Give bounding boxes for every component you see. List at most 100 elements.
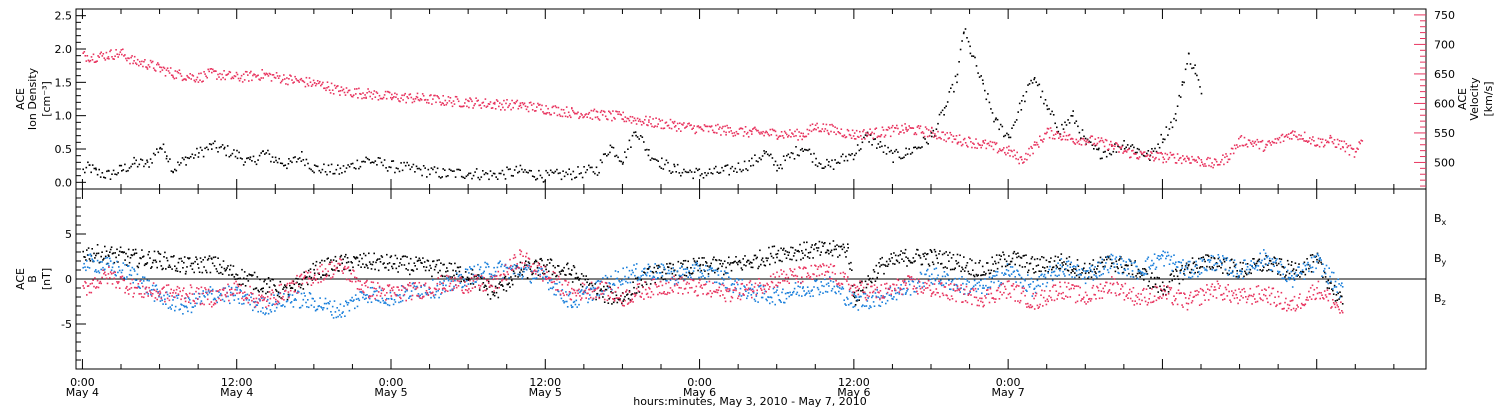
bx-series-point	[622, 300, 624, 302]
velocity-series-point	[442, 102, 444, 105]
velocity-series-point	[806, 128, 809, 131]
velocity-series-point	[908, 125, 910, 127]
density-series-point	[318, 169, 321, 172]
by-series-point	[178, 308, 181, 311]
velocity-series-point	[247, 74, 249, 76]
velocity-series-point	[1155, 156, 1157, 159]
bx-series-point	[155, 261, 158, 263]
by-series-point	[227, 295, 229, 298]
by-series-point	[917, 280, 920, 282]
velocity-series-point	[211, 71, 213, 74]
density-series-point	[916, 147, 918, 150]
by-series-point	[1056, 275, 1058, 277]
velocity-series-point	[1039, 135, 1041, 138]
bx-series-point	[566, 262, 569, 265]
bx-series-point	[436, 259, 439, 262]
by-series-point	[824, 278, 826, 281]
by-series-point	[1175, 261, 1177, 264]
bx-series-point	[582, 275, 585, 277]
by-series-point	[838, 290, 840, 293]
density-series-point	[1133, 146, 1135, 149]
bx-series-point	[932, 263, 935, 266]
velocity-series-point	[1138, 156, 1141, 158]
bx-series-point	[271, 278, 273, 280]
bx-series-point	[303, 271, 305, 274]
by-series-point	[1180, 261, 1182, 264]
velocity-series-point	[1110, 140, 1112, 143]
density-series-point	[584, 171, 587, 174]
velocity-series-point	[379, 97, 382, 100]
density-series-point	[858, 149, 861, 152]
velocity-series-point	[1271, 140, 1274, 143]
by-series-point	[964, 278, 967, 280]
density-series-point	[503, 173, 505, 176]
by-series-point	[255, 304, 258, 306]
bx-series-point	[1295, 269, 1298, 271]
bx-series-point	[602, 296, 604, 298]
by-series-point	[768, 296, 770, 299]
velocity-series-point	[309, 81, 312, 83]
velocity-series-point	[385, 97, 388, 100]
bx-series-point	[940, 262, 943, 265]
bx-series-point	[560, 270, 563, 272]
bx-series-point	[993, 270, 995, 272]
bx-series-point	[811, 244, 813, 246]
velocity-series-point	[673, 120, 676, 123]
density-series-point	[948, 91, 951, 93]
by-series-point	[289, 293, 291, 296]
bx-series-point	[191, 268, 194, 270]
bx-series-point	[170, 255, 172, 258]
bx-series-point	[996, 267, 999, 270]
by-series-point	[472, 273, 475, 276]
bx-series-point	[1059, 267, 1062, 270]
velocity-series-point	[619, 113, 621, 116]
bx-series-point	[1241, 268, 1243, 270]
bx-series-point	[840, 245, 843, 248]
by-series-point	[935, 267, 938, 270]
by-series-point	[283, 293, 285, 295]
bx-series-point	[908, 259, 910, 262]
velocity-series-point	[112, 58, 114, 60]
bx-series-point	[685, 275, 688, 277]
bx-series-point	[1001, 265, 1003, 268]
density-series-point	[879, 146, 881, 148]
velocity-series-point	[882, 129, 885, 131]
bx-series-point	[297, 278, 299, 280]
velocity-series-point	[682, 124, 684, 126]
density-series-point	[559, 172, 561, 174]
bx-series-point	[566, 263, 568, 266]
velocity-series-point	[1230, 147, 1233, 150]
bx-series-point	[243, 277, 245, 280]
by-series-point	[519, 275, 521, 277]
bx-series-point	[224, 270, 227, 272]
density-series-point	[713, 167, 716, 170]
by-series-point	[582, 293, 585, 295]
by-series-point	[648, 266, 650, 269]
by-series-point	[1181, 267, 1183, 269]
density-series-point	[879, 141, 882, 143]
velocity-series-point	[508, 104, 510, 107]
bx-series-point	[856, 299, 859, 302]
density-series-point	[599, 159, 602, 161]
velocity-series-point	[976, 147, 978, 149]
density-series-point	[835, 162, 838, 164]
velocity-series-point	[89, 59, 92, 62]
by-series-point	[823, 285, 825, 288]
by-series-point	[859, 295, 861, 298]
velocity-series-point	[537, 102, 539, 105]
density-series-point	[1012, 124, 1015, 126]
velocity-series-point	[252, 74, 254, 77]
by-series-point	[139, 287, 141, 289]
bx-series-point	[616, 301, 619, 304]
density-series-point	[495, 176, 497, 178]
bx-series-point	[165, 268, 167, 270]
velocity-series-point	[209, 68, 212, 70]
by-series-point	[218, 291, 220, 293]
x-tick-day: May 5	[374, 386, 407, 399]
velocity-series-point	[1239, 145, 1241, 147]
bx-series-point	[825, 251, 828, 254]
bx-series-point	[1240, 270, 1243, 273]
density-series-point	[492, 172, 495, 175]
by-series-point	[503, 265, 506, 267]
density-series-point	[768, 154, 771, 157]
